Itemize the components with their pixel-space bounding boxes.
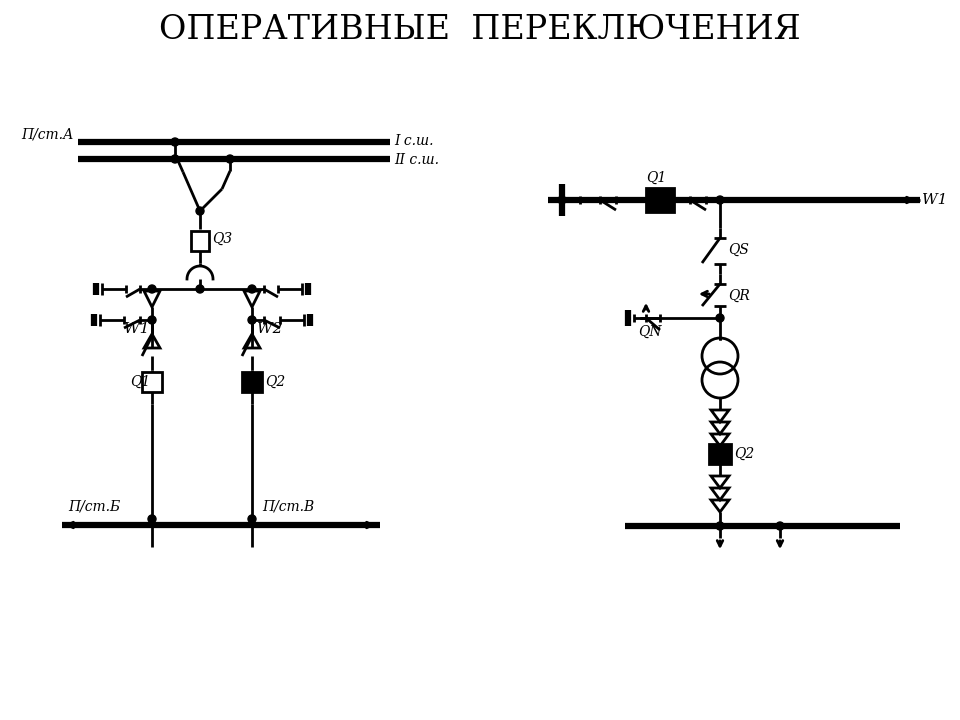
Circle shape <box>248 316 256 324</box>
Circle shape <box>248 285 256 293</box>
Text: П/ст.В: П/ст.В <box>262 500 314 514</box>
Circle shape <box>171 138 179 146</box>
Circle shape <box>148 316 156 324</box>
Circle shape <box>148 285 156 293</box>
Circle shape <box>148 515 156 523</box>
Text: W1: W1 <box>922 193 948 207</box>
Circle shape <box>196 285 204 293</box>
Text: QN: QN <box>638 325 661 339</box>
Text: II с.ш.: II с.ш. <box>394 153 439 167</box>
Circle shape <box>226 155 234 163</box>
Text: I с.ш.: I с.ш. <box>394 134 434 148</box>
Circle shape <box>716 314 724 322</box>
Text: QR: QR <box>728 289 750 303</box>
Text: Q2: Q2 <box>265 375 285 389</box>
Circle shape <box>776 522 784 530</box>
Text: QS: QS <box>728 243 749 257</box>
Text: Q1: Q1 <box>646 171 666 185</box>
Circle shape <box>248 515 256 523</box>
Text: П/ст.А: П/ст.А <box>21 127 74 141</box>
Text: Q3: Q3 <box>212 232 232 246</box>
Text: Q2: Q2 <box>734 447 755 461</box>
Text: W1: W1 <box>124 322 150 336</box>
Bar <box>709 444 731 464</box>
Circle shape <box>196 207 204 215</box>
Text: Q1: Q1 <box>130 375 151 389</box>
Bar <box>242 372 262 392</box>
Bar <box>646 188 674 212</box>
Circle shape <box>558 196 566 204</box>
Bar <box>191 231 209 251</box>
Circle shape <box>716 196 724 204</box>
Text: П/ст.Б: П/ст.Б <box>68 500 120 514</box>
Circle shape <box>171 155 179 163</box>
Text: ОПЕРАТИВНЫЕ  ПЕРЕКЛЮЧЕНИЯ: ОПЕРАТИВНЫЕ ПЕРЕКЛЮЧЕНИЯ <box>159 14 801 46</box>
Bar <box>142 372 162 392</box>
Text: W2: W2 <box>257 322 282 336</box>
Circle shape <box>716 522 724 530</box>
